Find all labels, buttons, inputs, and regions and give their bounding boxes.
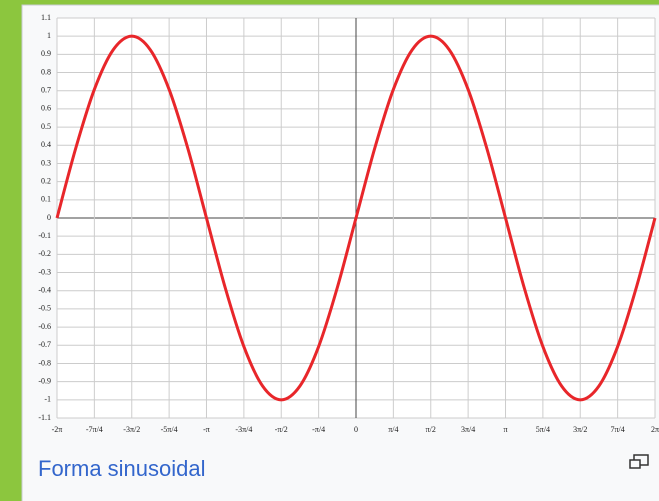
x-tick-label: -3π/2 bbox=[123, 425, 140, 434]
x-tick-label: π/2 bbox=[426, 425, 436, 434]
x-tick-label: -7π/4 bbox=[86, 425, 103, 434]
expand-icon[interactable] bbox=[629, 454, 649, 469]
x-tick-label: π/4 bbox=[388, 425, 398, 434]
x-tick-label: -3π/4 bbox=[235, 425, 252, 434]
y-tick-label: 0.3 bbox=[41, 158, 51, 167]
y-tick-label: -0.9 bbox=[38, 376, 51, 385]
y-tick-label: 0.4 bbox=[41, 140, 51, 149]
y-tick-label: -0.6 bbox=[38, 322, 51, 331]
y-tick-label: -0.3 bbox=[38, 267, 51, 276]
y-tick-label: 0.5 bbox=[41, 122, 51, 131]
y-tick-label: 1 bbox=[47, 31, 51, 40]
y-tick-label: -0.2 bbox=[38, 249, 51, 258]
x-tick-label: 3π/4 bbox=[461, 425, 475, 434]
x-tick-label: -2π bbox=[52, 425, 63, 434]
y-tick-label: -1 bbox=[44, 395, 51, 404]
y-tick-label: 0.9 bbox=[41, 49, 51, 58]
y-tick-label: -0.1 bbox=[38, 231, 51, 240]
x-tick-label: 5π/4 bbox=[536, 425, 550, 434]
y-tick-label: -0.8 bbox=[38, 358, 51, 367]
sine-curve bbox=[55, 34, 657, 402]
x-tick-label: -5π/4 bbox=[161, 425, 178, 434]
x-tick-label: π bbox=[504, 425, 508, 434]
x-tick-label: 2π bbox=[651, 425, 659, 434]
x-tick-label: -π/4 bbox=[312, 425, 325, 434]
y-tick-label: -0.4 bbox=[38, 286, 51, 295]
y-tick-label: 1.1 bbox=[41, 13, 51, 22]
x-tick-label: 7π/4 bbox=[611, 425, 625, 434]
y-tick-label: -0.5 bbox=[38, 304, 51, 313]
y-tick-label: -0.7 bbox=[38, 340, 51, 349]
y-tick-label: 0.7 bbox=[41, 86, 51, 95]
y-tick-label: 0.1 bbox=[41, 195, 51, 204]
y-tick-label: 0 bbox=[47, 213, 51, 222]
y-tick-label: 0.8 bbox=[41, 67, 51, 76]
y-tick-label: 0.2 bbox=[41, 176, 51, 185]
y-tick-label: 0.6 bbox=[41, 104, 51, 113]
y-tick-label: -1.1 bbox=[38, 413, 51, 422]
x-tick-label: 3π/2 bbox=[573, 425, 587, 434]
x-tick-label: -π bbox=[203, 425, 210, 434]
x-tick-label: 0 bbox=[354, 425, 358, 434]
caption[interactable]: Forma sinusoidal bbox=[38, 456, 206, 481]
x-tick-label: -π/2 bbox=[275, 425, 288, 434]
